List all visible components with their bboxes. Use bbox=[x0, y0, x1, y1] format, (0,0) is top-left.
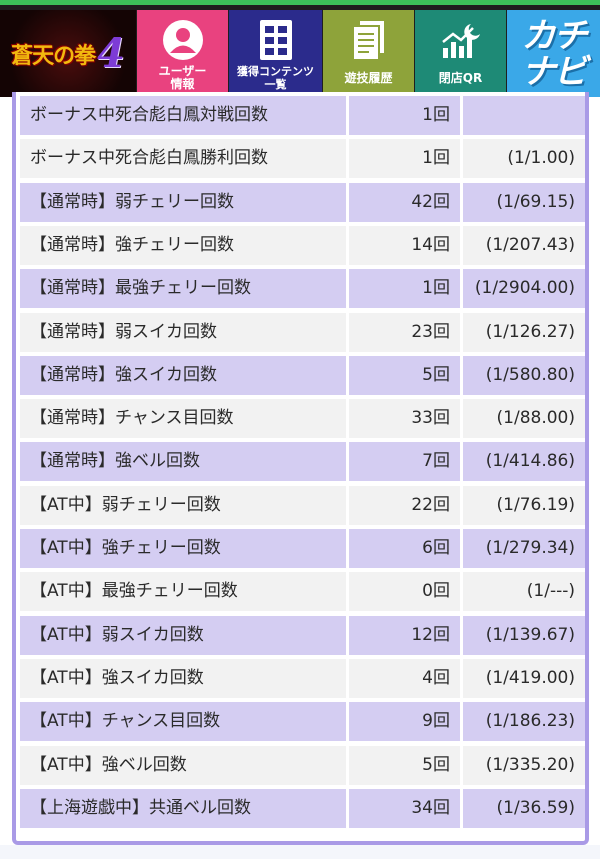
stat-count: 9回 bbox=[349, 702, 460, 742]
nav-content-label: 獲得コンテンツ 一覧 bbox=[237, 65, 314, 91]
stat-probability: (1/186.23) bbox=[463, 702, 585, 742]
stat-label: 【通常時】最強チェリー回数 bbox=[20, 269, 346, 309]
table-row: ボーナス中死合彪白鳳勝利回数 1回 (1/1.00) bbox=[20, 139, 585, 179]
stat-label: 【通常時】弱チェリー回数 bbox=[20, 182, 346, 222]
table-row: 【AT中】チャンス目回数 9回 (1/186.23) bbox=[20, 702, 585, 742]
stats-table: ボーナス中死合彪白鳳対戦回数 1回 ボーナス中死合彪白鳳勝利回数 1回 (1/1.00)… bbox=[12, 92, 589, 845]
table-row: 【AT中】強スイカ回数 4回 (1/419.00) bbox=[20, 658, 585, 698]
table-row: 【通常時】強スイカ回数 5回 (1/580.80) bbox=[20, 355, 585, 395]
nav-closing-qr-button[interactable]: 閉店QR bbox=[415, 10, 506, 97]
brand-logo-text: カチ ナビ bbox=[521, 15, 588, 92]
table-row: 【AT中】強チェリー回数 6回 (1/279.34) bbox=[20, 529, 585, 568]
stat-count: 5回 bbox=[349, 745, 460, 785]
stat-count: 0回 bbox=[349, 572, 460, 612]
table-row: 【通常時】弱チェリー回数 42回 (1/69.15) bbox=[20, 182, 585, 222]
nav-qr-label: 閉店QR bbox=[438, 71, 483, 85]
stat-count: 7回 bbox=[349, 442, 460, 482]
nav-content-list-button[interactable]: 獲得コンテンツ 一覧 bbox=[229, 10, 322, 97]
stat-count: 5回 bbox=[349, 355, 460, 395]
kachinavi-brand-button[interactable]: カチ ナビ bbox=[507, 10, 600, 97]
nav-user-info-button[interactable]: ユーザー 情報 bbox=[137, 10, 228, 97]
stat-label: 【AT中】弱スイカ回数 bbox=[20, 615, 346, 655]
table-row: 【通常時】強ベル回数 7回 (1/414.86) bbox=[20, 442, 585, 482]
stat-probability: (1/139.67) bbox=[463, 615, 585, 655]
stat-label: 【AT中】チャンス目回数 bbox=[20, 702, 346, 742]
stat-probability: (1/76.19) bbox=[463, 485, 585, 525]
nav-play-history-button[interactable]: 遊技履歴 bbox=[323, 10, 414, 97]
stat-label: 【AT中】強ベル回数 bbox=[20, 745, 346, 785]
stat-probability: (1/126.27) bbox=[463, 312, 585, 352]
stat-label: 【通常時】強スイカ回数 bbox=[20, 355, 346, 395]
footer-strip bbox=[0, 845, 600, 859]
stat-probability: (1/207.43) bbox=[463, 225, 585, 265]
stat-count: 12回 bbox=[349, 615, 460, 655]
stat-count: 1回 bbox=[349, 96, 460, 135]
stat-probability bbox=[463, 96, 585, 135]
stat-probability: (1/88.00) bbox=[463, 399, 585, 439]
table-row: 【AT中】弱スイカ回数 12回 (1/139.67) bbox=[20, 615, 585, 655]
stat-label: 【通常時】強ベル回数 bbox=[20, 442, 346, 482]
stat-count: 34回 bbox=[349, 788, 460, 828]
stat-count: 14回 bbox=[349, 225, 460, 265]
stat-count: 33回 bbox=[349, 399, 460, 439]
user-icon bbox=[161, 18, 205, 65]
grid-document-icon bbox=[257, 18, 295, 65]
stat-label: ボーナス中死合彪白鳳対戦回数 bbox=[20, 96, 346, 135]
stat-probability: (1/2904.00) bbox=[463, 269, 585, 309]
stat-probability: (1/36.59) bbox=[463, 788, 585, 828]
table-row: 【AT中】弱チェリー回数 22回 (1/76.19) bbox=[20, 485, 585, 525]
logo-number: 4 bbox=[97, 30, 125, 77]
stat-count: 42回 bbox=[349, 182, 460, 222]
stat-label: 【通常時】チャンス目回数 bbox=[20, 399, 346, 439]
stat-label: 【通常時】弱スイカ回数 bbox=[20, 312, 346, 352]
table-row: ボーナス中死合彪白鳳対戦回数 1回 bbox=[20, 96, 585, 135]
stat-probability: (1/580.80) bbox=[463, 355, 585, 395]
game-logo[interactable]: 蒼天の拳 4 bbox=[0, 10, 136, 97]
stat-probability: (1/419.00) bbox=[463, 658, 585, 698]
stat-label: 【AT中】強スイカ回数 bbox=[20, 658, 346, 698]
chart-moon-icon bbox=[437, 18, 485, 65]
stat-probability: (1/69.15) bbox=[463, 182, 585, 222]
stat-probability: (1/---) bbox=[463, 572, 585, 612]
stat-label: ボーナス中死合彪白鳳勝利回数 bbox=[20, 139, 346, 179]
stat-count: 1回 bbox=[349, 139, 460, 179]
stat-count: 23回 bbox=[349, 312, 460, 352]
stat-probability: (1/414.86) bbox=[463, 442, 585, 482]
stat-count: 1回 bbox=[349, 269, 460, 309]
table-row: 【通常時】弱スイカ回数 23回 (1/126.27) bbox=[20, 312, 585, 352]
document-icon bbox=[349, 18, 389, 67]
stat-label: 【上海遊戯中】共通ベル回数 bbox=[20, 788, 346, 828]
stat-label: 【AT中】強チェリー回数 bbox=[20, 529, 346, 568]
stat-label: 【通常時】強チェリー回数 bbox=[20, 225, 346, 265]
stat-probability: (1/279.34) bbox=[463, 529, 585, 568]
table-row: 【通常時】チャンス目回数 33回 (1/88.00) bbox=[20, 399, 585, 439]
table-row: 【AT中】強ベル回数 5回 (1/335.20) bbox=[20, 745, 585, 785]
app-header: 蒼天の拳 4 ユーザー 情報 獲得 bbox=[0, 0, 600, 97]
stat-probability: (1/335.20) bbox=[463, 745, 585, 785]
table-row: 【AT中】最強チェリー回数 0回 (1/---) bbox=[20, 572, 585, 612]
stat-count: 6回 bbox=[349, 529, 460, 568]
table-row: 【通常時】最強チェリー回数 1回 (1/2904.00) bbox=[20, 269, 585, 309]
nav-user-label: ユーザー 情報 bbox=[158, 64, 207, 91]
table-row: 【通常時】強チェリー回数 14回 (1/207.43) bbox=[20, 225, 585, 265]
table-row: 【上海遊戯中】共通ベル回数 34回 (1/36.59) bbox=[20, 788, 585, 828]
stat-count: 22回 bbox=[349, 485, 460, 525]
stat-count: 4回 bbox=[349, 658, 460, 698]
stat-label: 【AT中】弱チェリー回数 bbox=[20, 485, 346, 525]
logo-title: 蒼天の拳 bbox=[11, 42, 96, 69]
stat-probability: (1/1.00) bbox=[463, 139, 585, 179]
nav-history-label: 遊技履歴 bbox=[344, 71, 393, 85]
stat-label: 【AT中】最強チェリー回数 bbox=[20, 572, 346, 612]
